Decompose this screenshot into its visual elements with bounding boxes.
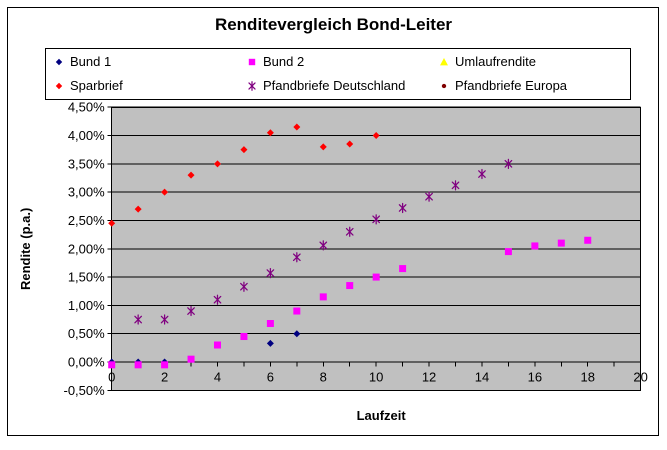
- diamond-marker-icon: [52, 54, 66, 68]
- svg-text:2,00%: 2,00%: [68, 241, 105, 256]
- legend-label: Bund 2: [263, 54, 305, 69]
- svg-text:6: 6: [267, 370, 274, 385]
- svg-text:0,00%: 0,00%: [68, 355, 105, 370]
- svg-text:16: 16: [528, 370, 542, 385]
- svg-text:1,50%: 1,50%: [68, 270, 105, 285]
- circle-marker-icon: [437, 78, 451, 92]
- svg-text:0,50%: 0,50%: [68, 326, 105, 341]
- svg-text:12: 12: [422, 370, 436, 385]
- asterisk-marker-icon: [245, 78, 259, 92]
- svg-text:14: 14: [475, 370, 489, 385]
- legend-item-pfandbriefe-deutschland: Pfandbriefe Deutschland: [245, 76, 405, 96]
- chart-title: Renditevergleich Bond-Leiter: [214, 15, 453, 34]
- legend-label: Pfandbriefe Europa: [455, 78, 568, 93]
- legend-label: Sparbrief: [70, 78, 123, 93]
- svg-text:10: 10: [369, 370, 383, 385]
- svg-text:3,00%: 3,00%: [68, 185, 105, 200]
- legend-label: Pfandbriefe Deutschland: [263, 78, 406, 93]
- legend-label: Bund 1: [70, 54, 112, 69]
- triangle-marker-icon: [437, 54, 451, 68]
- legend-item-sparbrief: Sparbrief: [52, 76, 123, 96]
- svg-text:4,50%: 4,50%: [68, 100, 105, 115]
- legend-label: Umlaufrendite: [455, 54, 536, 69]
- svg-text:2,50%: 2,50%: [68, 213, 105, 228]
- legend-item-bund-1: Bund 1: [52, 52, 111, 72]
- svg-text:Laufzeit: Laufzeit: [357, 408, 407, 423]
- diamond-marker-icon: [52, 78, 66, 92]
- legend-item-pfandbriefe-europa: Pfandbriefe Europa: [437, 76, 567, 96]
- svg-text:4,00%: 4,00%: [68, 128, 105, 143]
- square-marker-icon: [245, 54, 259, 68]
- svg-text:4: 4: [214, 370, 221, 385]
- legend-item-bund-2: Bund 2: [245, 52, 304, 72]
- svg-text:20: 20: [633, 370, 647, 385]
- svg-text:18: 18: [581, 370, 595, 385]
- svg-text:0: 0: [108, 370, 115, 385]
- svg-text:-0,50%: -0,50%: [63, 383, 105, 398]
- legend: Bund 1 Bund 2 Umlaufrendite Sparbrief Pf…: [45, 48, 631, 100]
- svg-text:3,50%: 3,50%: [68, 156, 105, 171]
- legend-item-umlaufrendite: Umlaufrendite: [437, 52, 536, 72]
- svg-text:Rendite (p.a.): Rendite (p.a.): [18, 208, 33, 290]
- svg-text:1,00%: 1,00%: [68, 298, 105, 313]
- svg-text:2: 2: [161, 370, 168, 385]
- svg-text:8: 8: [320, 370, 327, 385]
